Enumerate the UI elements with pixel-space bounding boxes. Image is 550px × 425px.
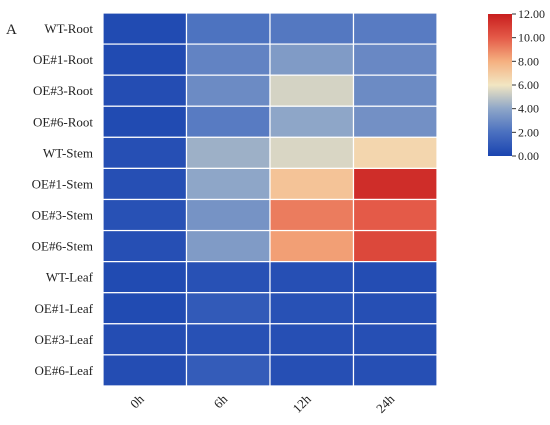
row-label: OE#1-Stem: [32, 176, 93, 191]
heatmap-cell: [269, 292, 355, 325]
heatmap-cell: [269, 354, 355, 387]
heatmap-cell: [352, 136, 438, 170]
heatmap-cell: [352, 74, 438, 107]
heatmap-cell: [185, 292, 271, 325]
row-label: OE#1-Leaf: [35, 301, 94, 316]
heatmap-cell: [352, 167, 438, 201]
heatmap-cell: [102, 198, 188, 232]
column-label: 6h: [211, 391, 231, 411]
heatmap-cell: [185, 74, 271, 107]
row-label: OE#6-Leaf: [35, 363, 94, 378]
colorbar-tick-label: 6.00: [518, 78, 539, 92]
heatmap-cell: [352, 323, 438, 356]
heatmap-cell: [269, 43, 355, 76]
row-label: WT-Root: [44, 21, 93, 36]
heatmap-cell: [352, 43, 438, 76]
row-label: OE#3-Leaf: [35, 332, 94, 347]
heatmap-cell: [269, 323, 355, 356]
heatmap-cell: [102, 229, 188, 263]
heatmap-cell: [102, 292, 188, 325]
heatmap-cell: [352, 354, 438, 387]
heatmap-cell: [185, 229, 271, 263]
heatmap-cell: [102, 74, 188, 107]
heatmap-cell: [185, 323, 271, 356]
heatmap-cell: [185, 43, 271, 76]
heatmap-cell: [352, 292, 438, 325]
heatmap-cell: [185, 261, 271, 294]
heatmap-cells: [102, 12, 438, 387]
heatmap-cell: [102, 12, 188, 45]
heatmap-cell: [352, 198, 438, 232]
colorbar-ticks: 0.00 2.00 4.00 6.00 8.00 10.00 12.00: [512, 7, 545, 163]
column-label: 24h: [373, 391, 398, 416]
heatmap-cell: [185, 167, 271, 201]
panel-label: A: [6, 22, 17, 38]
heatmap-cell: [269, 136, 355, 170]
heatmap-cell: [352, 261, 438, 294]
heatmap-cell: [269, 74, 355, 107]
heatmap-cell: [269, 261, 355, 294]
heatmap-cell: [102, 354, 188, 387]
heatmap-cell: [269, 167, 355, 201]
row-labels: WT-Root OE#1-Root OE#3-Root OE#6-Root WT-Ste…: [32, 21, 94, 378]
row-label: OE#1-Root: [33, 52, 93, 67]
heatmap-cell: [269, 198, 355, 232]
heatmap-cell: [352, 12, 438, 45]
heatmap-cell: [185, 12, 271, 45]
column-labels: 0h 6h 12h 24h: [127, 391, 398, 416]
heatmap-cell: [269, 229, 355, 263]
colorbar-tick-label: 8.00: [518, 54, 539, 68]
heatmap-cell: [185, 354, 271, 387]
heatmap-cell: [102, 323, 188, 356]
colorbar: [488, 14, 512, 156]
colorbar-tick-label: 0.00: [518, 149, 539, 163]
row-label: WT-Leaf: [46, 270, 94, 285]
heatmap-cell: [185, 136, 271, 170]
heatmap-cell: [185, 198, 271, 232]
heatmap-cell: [185, 105, 271, 138]
heatmap-cell: [352, 105, 438, 138]
heatmap-cell: [102, 136, 188, 170]
heatmap-cell: [102, 105, 188, 138]
heatmap-cell: [102, 261, 188, 294]
colorbar-tick-label: 10.00: [518, 31, 545, 45]
heatmap-cell: [269, 12, 355, 45]
row-label: OE#6-Root: [33, 114, 93, 129]
colorbar-tick-label: 2.00: [518, 125, 539, 139]
row-label: OE#3-Stem: [32, 208, 93, 223]
colorbar-tick-label: 12.00: [518, 7, 545, 21]
column-label: 0h: [127, 391, 147, 411]
row-label: WT-Stem: [43, 145, 93, 160]
colorbar-tick-label: 4.00: [518, 102, 539, 116]
row-label: OE#6-Stem: [32, 239, 93, 254]
heatmap-cell: [102, 43, 188, 76]
heatmap-cell: [269, 105, 355, 138]
heatmap-cell: [352, 229, 438, 263]
column-label: 12h: [289, 391, 314, 416]
heatmap-cell: [102, 167, 188, 201]
row-label: OE#3-Root: [33, 83, 93, 98]
